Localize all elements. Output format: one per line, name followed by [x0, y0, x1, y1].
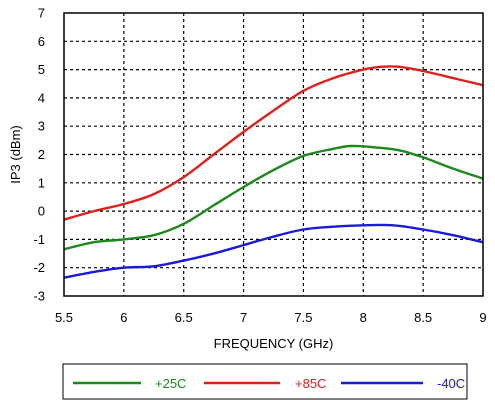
- x-tick-label: 9: [479, 310, 486, 325]
- y-tick-label: -1: [33, 232, 45, 247]
- legend-label-minus40c: -40C: [437, 376, 465, 391]
- y-axis-title: IP3 (dBm): [8, 125, 23, 184]
- y-tick-label: 7: [38, 6, 45, 21]
- x-tick-label: 7.5: [294, 310, 312, 325]
- y-tick-label: 3: [38, 119, 45, 134]
- legend: +25C +85C -40C: [73, 376, 465, 391]
- series-lines: [63, 65, 484, 279]
- x-tick-label: 6: [120, 310, 127, 325]
- series-line-plus85c: [63, 65, 484, 221]
- y-tick-label: 2: [38, 147, 45, 162]
- x-tick-label: 5.5: [55, 310, 73, 325]
- legend-label-plus85c: +85C: [295, 376, 326, 391]
- x-tick-label: 8.5: [414, 310, 432, 325]
- x-tick-labels: 5.5 6 6.5 7 7.5 8 8.5 9: [55, 310, 487, 325]
- x-tick-label: 8: [360, 310, 367, 325]
- y-tick-label: 5: [38, 62, 45, 77]
- x-axis-title: FREQUENCY (GHz): [214, 336, 334, 351]
- legend-box: [62, 363, 468, 400]
- x-tick-label: 6.5: [175, 310, 193, 325]
- y-tick-label: 4: [38, 90, 45, 105]
- y-tick-labels: -3 -2 -1 0 1 2 3 4 5 6 7: [33, 6, 45, 304]
- y-tick-label: -3: [33, 289, 45, 304]
- x-tick-label: 7: [240, 310, 247, 325]
- series-line-minus40c: [63, 223, 484, 279]
- y-tick-label: 0: [38, 204, 45, 219]
- grid: [64, 13, 483, 296]
- series-line-plus25c: [63, 144, 484, 251]
- plot-frame: [63, 12, 484, 297]
- y-tick-label: -2: [33, 260, 45, 275]
- y-tick-label: 1: [38, 175, 45, 190]
- y-tick-label: 6: [38, 34, 45, 49]
- legend-label-plus25c: +25C: [155, 376, 186, 391]
